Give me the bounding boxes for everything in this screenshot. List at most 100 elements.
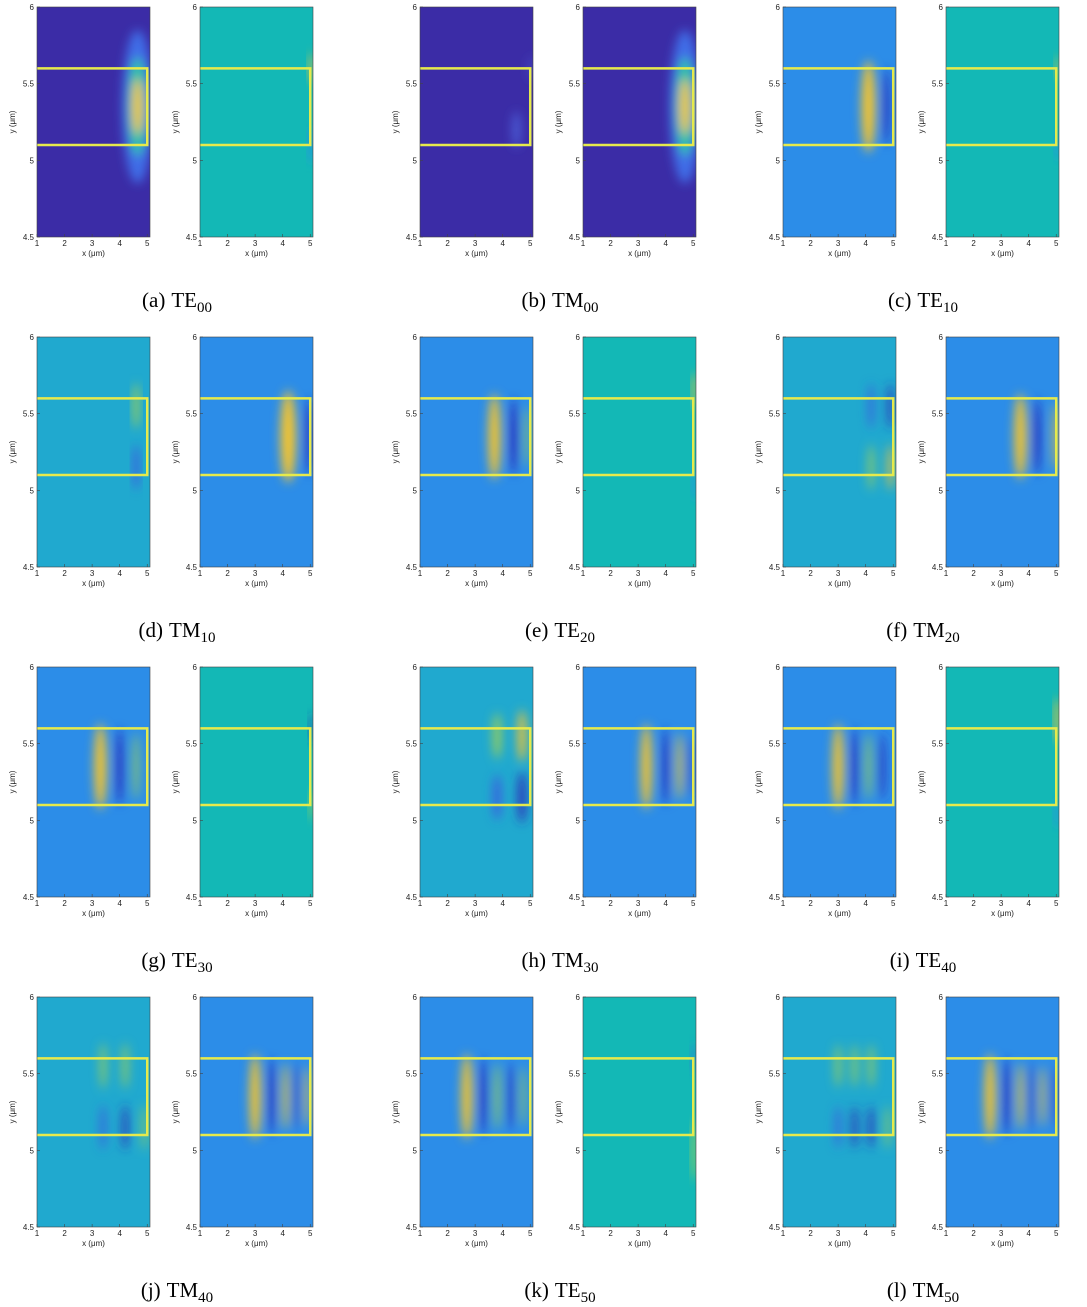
- y-tick-label: 5: [413, 486, 418, 495]
- field-panel: 1 2 3 4 5 4.5 5 5.5 6 x (μm) y (μm): [8, 333, 151, 588]
- x-tick-label: 3: [636, 899, 641, 908]
- waveguide-outline: [420, 727, 532, 807]
- y-tick-label: 6: [776, 3, 781, 12]
- x-tick-label: 2: [808, 569, 813, 578]
- x-tick-label: 1: [581, 239, 586, 248]
- x-tick-label: 3: [473, 239, 478, 248]
- caption-mode: TE: [171, 288, 197, 312]
- y-tick-label: 6: [30, 333, 35, 342]
- field-lobe: [512, 111, 521, 149]
- x-tick-label: 4: [1026, 1229, 1031, 1238]
- x-axis-label: x (μm): [991, 909, 1014, 918]
- x-tick-label: 1: [944, 1229, 949, 1238]
- field-panel: 1 2 3 4 5 4.5 5 5.5 6 x (μm) y (μm): [554, 993, 697, 1248]
- waveguide-outline: [200, 397, 312, 477]
- field-lobe: [488, 393, 501, 480]
- axes-box: [582, 666, 697, 898]
- x-tick-label: 3: [473, 1229, 478, 1238]
- y-tick-label: 4.5: [569, 893, 581, 902]
- y-tick-label: 5: [939, 156, 944, 165]
- field-lobe: [662, 728, 669, 806]
- y-tick-label: 6: [413, 993, 418, 1002]
- field-panel: 1 2 3 4 5 4.5 5 5.5 6 x (μm) y (μm): [754, 663, 897, 918]
- x-tick-label: 3: [90, 899, 95, 908]
- field-lobe: [480, 1058, 487, 1135]
- y-tick-label: 5: [193, 816, 198, 825]
- field-lobe: [94, 723, 107, 810]
- y-tick-label: 5.5: [932, 410, 944, 419]
- x-tick-label: 5: [145, 569, 150, 578]
- waveguide-outline: [37, 67, 149, 147]
- y-tick-label: 4.5: [569, 563, 581, 572]
- x-tick-label: 4: [280, 1229, 285, 1238]
- y-tick-label: 5.5: [186, 740, 198, 749]
- x-tick-label: 4: [863, 569, 868, 578]
- field-lobe: [116, 728, 124, 806]
- axes-box: [419, 6, 534, 238]
- field-lobe: [868, 444, 874, 491]
- x-tick-label: 4: [280, 569, 285, 578]
- x-tick-label: 3: [253, 239, 258, 248]
- x-tick-label: 2: [445, 899, 450, 908]
- subfigure-caption: (e) TE20: [525, 618, 595, 646]
- y-tick-label: 5.5: [186, 1070, 198, 1079]
- caption-subscript: 40: [198, 1290, 213, 1306]
- field-lobe: [493, 713, 502, 759]
- y-axis-label: y (μm): [8, 1100, 17, 1123]
- field-panel: 1 2 3 4 5 4.5 5 5.5 6 x (μm) y (μm): [391, 663, 534, 918]
- field-panel: 1 2 3 4 5 4.5 5 5.5 6 x (μm) y (μm): [171, 663, 314, 918]
- y-tick-label: 6: [413, 3, 418, 12]
- field-panel: 1 2 3 4 5 4.5 5 5.5 6 x (μm) y (μm): [171, 993, 314, 1248]
- field-lobe: [1017, 1062, 1024, 1131]
- field-lobe: [984, 1053, 996, 1140]
- caption-label: (c): [888, 288, 911, 312]
- x-tick-label: 5: [691, 899, 696, 908]
- y-tick-label: 4.5: [406, 233, 418, 242]
- field-map: [37, 337, 150, 567]
- axes-box: [199, 336, 314, 568]
- y-tick-label: 5: [413, 1146, 418, 1155]
- field-lobe: [525, 406, 530, 468]
- caption-mode: TE: [554, 618, 580, 642]
- y-tick-label: 5: [193, 1146, 198, 1155]
- field-map: [583, 997, 696, 1227]
- y-tick-label: 4.5: [23, 563, 35, 572]
- x-tick-label: 3: [90, 239, 95, 248]
- x-axis-label: x (μm): [245, 579, 268, 588]
- y-tick-label: 4.5: [932, 893, 944, 902]
- y-axis-label: y (μm): [754, 770, 763, 793]
- x-tick-label: 3: [253, 569, 258, 578]
- x-tick-label: 2: [608, 899, 613, 908]
- x-tick-label: 5: [1054, 239, 1059, 248]
- x-tick-label: 2: [971, 569, 976, 578]
- y-tick-label: 4.5: [932, 233, 944, 242]
- y-tick-label: 4.5: [186, 233, 198, 242]
- y-tick-label: 6: [576, 3, 581, 12]
- axes-box: [36, 336, 151, 568]
- caption-subscript: 40: [941, 960, 956, 976]
- x-axis-label: x (μm): [828, 1239, 851, 1248]
- field-lobes: [669, 30, 696, 184]
- field-panel: 1 2 3 4 5 4.5 5 5.5 6 x (μm) y (μm): [554, 333, 697, 588]
- field-panel: 1 2 3 4 5 4.5 5 5.5 6 x (μm) y (μm): [171, 333, 314, 588]
- waveguide-outline: [783, 727, 895, 807]
- x-tick-label: 2: [608, 569, 613, 578]
- field-background: [200, 7, 313, 237]
- x-tick-label: 4: [117, 899, 122, 908]
- x-tick-label: 4: [117, 1229, 122, 1238]
- axes-box: [419, 996, 534, 1228]
- field-lobe: [832, 723, 844, 810]
- y-axis-label: y (μm): [554, 110, 563, 133]
- subfigure-caption: (a) TE00: [142, 288, 212, 316]
- caption-label: (b): [522, 288, 547, 312]
- y-tick-label: 5: [30, 156, 35, 165]
- x-tick-label: 2: [971, 1229, 976, 1238]
- x-tick-label: 2: [971, 899, 976, 908]
- y-tick-label: 6: [30, 3, 35, 12]
- x-tick-label: 1: [581, 899, 586, 908]
- y-tick-label: 5.5: [23, 740, 35, 749]
- caption-label: (h): [522, 948, 547, 972]
- field-lobe: [1051, 1066, 1056, 1128]
- waveguide-outline: [783, 1057, 895, 1137]
- y-tick-label: 4.5: [769, 233, 781, 242]
